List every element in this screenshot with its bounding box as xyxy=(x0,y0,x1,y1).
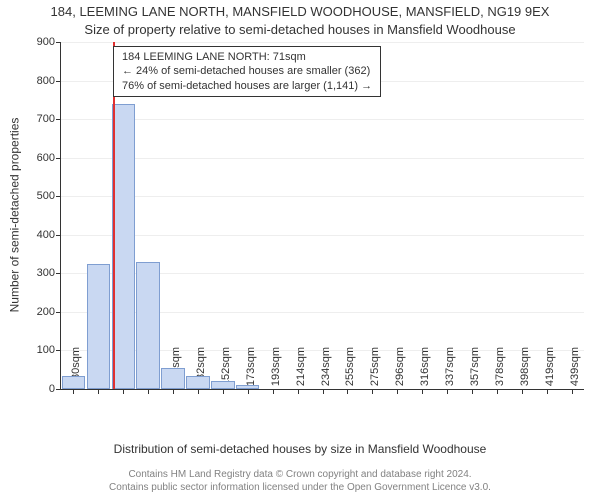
x-tick-label: 275sqm xyxy=(369,347,381,397)
x-tick-label: 316sqm xyxy=(419,347,431,397)
x-tick-label: 152sqm xyxy=(220,347,232,397)
y-axis-label: Number of semi-detached properties xyxy=(7,118,21,313)
y-tick-label: 200 xyxy=(37,306,61,318)
bar xyxy=(236,385,259,389)
bar xyxy=(161,368,184,389)
gridline xyxy=(61,235,584,236)
bar xyxy=(87,264,110,389)
annotation-box: 184 LEEMING LANE NORTH: 71sqm ← 24% of s… xyxy=(113,46,381,97)
title-address: 184, LEEMING LANE NORTH, MANSFIELD WOODH… xyxy=(0,4,600,19)
y-tick-label: 900 xyxy=(37,36,61,48)
title-subtitle: Size of property relative to semi-detach… xyxy=(0,22,600,37)
x-tick-label: 398sqm xyxy=(519,347,531,397)
x-tick-label: 439sqm xyxy=(569,347,581,397)
bar xyxy=(62,376,85,389)
annotation-line-2: ← 24% of semi-detached houses are smalle… xyxy=(122,64,372,78)
y-tick-label: 400 xyxy=(37,229,61,241)
y-tick-label: 700 xyxy=(37,113,61,125)
y-tick-label: 600 xyxy=(37,152,61,164)
x-tick-label: 234sqm xyxy=(320,347,332,397)
y-tick-label: 500 xyxy=(37,190,61,202)
footer-line-1: Contains HM Land Registry data © Crown c… xyxy=(0,469,600,482)
footer-line-2: Contains public sector information licen… xyxy=(0,482,600,495)
x-tick-label: 214sqm xyxy=(295,347,307,397)
x-axis-label: Distribution of semi-detached houses by … xyxy=(0,442,600,456)
y-tick-label: 800 xyxy=(37,75,61,87)
x-tick-label: 132sqm xyxy=(195,347,207,397)
plot-area: 184 LEEMING LANE NORTH: 71sqm ← 24% of s… xyxy=(60,42,584,390)
y-tick-label: 0 xyxy=(49,383,61,395)
x-tick-label: 30sqm xyxy=(70,347,82,397)
x-tick-label: 173sqm xyxy=(245,347,257,397)
gridline xyxy=(61,42,584,43)
x-tick-label: 296sqm xyxy=(394,347,406,397)
x-tick-label: 419sqm xyxy=(544,347,556,397)
y-tick-label: 300 xyxy=(37,267,61,279)
bar xyxy=(211,381,234,389)
footer: Contains HM Land Registry data © Crown c… xyxy=(0,469,600,494)
y-tick-label: 100 xyxy=(37,344,61,356)
gridline xyxy=(61,158,584,159)
y-axis-label-wrap: Number of semi-detached properties xyxy=(6,0,22,430)
x-tick-label: 357sqm xyxy=(469,347,481,397)
gridline xyxy=(61,119,584,120)
x-tick-label: 337sqm xyxy=(444,347,456,397)
x-tick-label: 378sqm xyxy=(494,347,506,397)
gridline xyxy=(61,196,584,197)
x-tick-label: 193sqm xyxy=(270,347,282,397)
annotation-line-3: 76% of semi-detached houses are larger (… xyxy=(122,79,372,93)
bar xyxy=(186,376,209,389)
x-tick-label: 255sqm xyxy=(344,347,356,397)
annotation-line-1: 184 LEEMING LANE NORTH: 71sqm xyxy=(122,50,372,64)
figure-container: 184, LEEMING LANE NORTH, MANSFIELD WOODH… xyxy=(0,0,600,500)
bar xyxy=(136,262,159,389)
